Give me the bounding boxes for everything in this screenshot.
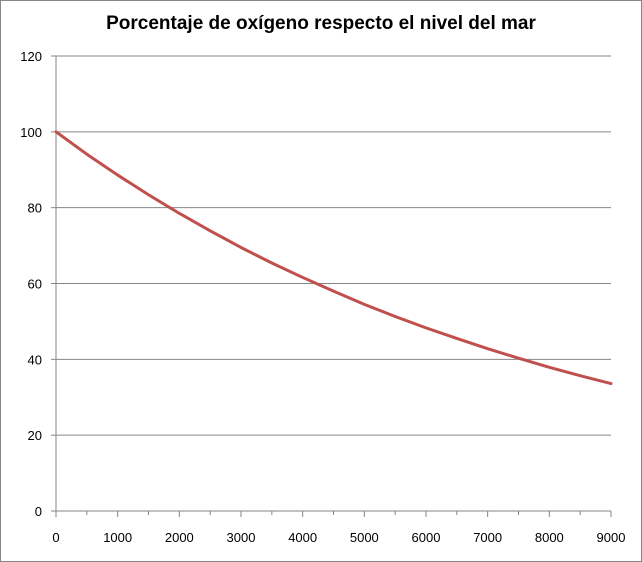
x-tick-label-9000: 9000 bbox=[597, 530, 626, 545]
x-tick-label-4000: 4000 bbox=[288, 530, 317, 545]
x-tick-label-0: 0 bbox=[52, 530, 59, 545]
y-tick-label-60: 60 bbox=[28, 277, 42, 292]
x-tick-label-5000: 5000 bbox=[350, 530, 379, 545]
series-line-0 bbox=[54, 130, 613, 386]
y-tick-label-80: 80 bbox=[28, 201, 42, 216]
x-tick-label-6000: 6000 bbox=[412, 530, 441, 545]
y-tick-label-20: 20 bbox=[28, 428, 42, 443]
x-tick-label-8000: 8000 bbox=[535, 530, 564, 545]
x-tick-label-2000: 2000 bbox=[165, 530, 194, 545]
y-tick-label-0: 0 bbox=[35, 504, 42, 519]
x-tick-label-3000: 3000 bbox=[227, 530, 256, 545]
y-tick-label-100: 100 bbox=[20, 125, 42, 140]
y-tick-label-40: 40 bbox=[28, 352, 42, 367]
y-tick-label-120: 120 bbox=[20, 49, 42, 64]
x-tick-label-1000: 1000 bbox=[103, 530, 132, 545]
x-tick-label-7000: 7000 bbox=[473, 530, 502, 545]
chart-title: Porcentaje de oxígeno respecto el nivel … bbox=[106, 13, 536, 34]
